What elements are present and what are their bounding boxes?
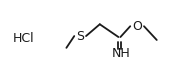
Text: O: O [132, 20, 142, 33]
Text: HCl: HCl [12, 32, 34, 45]
Text: S: S [76, 30, 84, 43]
Text: NH: NH [112, 47, 131, 60]
